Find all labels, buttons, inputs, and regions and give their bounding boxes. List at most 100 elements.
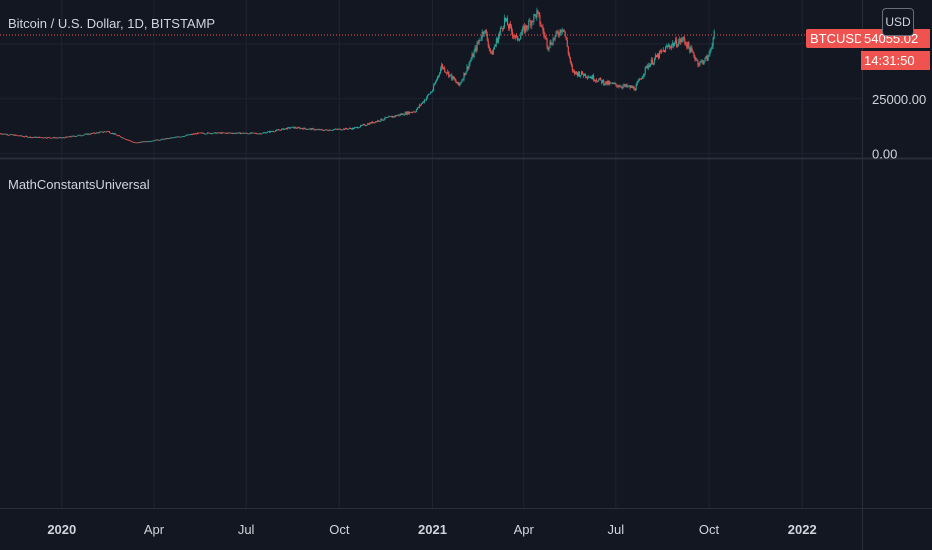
- candle-body: [91, 133, 93, 134]
- candle-body: [132, 141, 134, 143]
- candle-body: [140, 141, 142, 143]
- candle-body: [287, 127, 289, 130]
- candle-body: [643, 73, 645, 76]
- candle-body: [478, 40, 480, 43]
- candle-body: [649, 63, 651, 67]
- candle-body: [704, 57, 706, 62]
- candle-body: [114, 133, 117, 135]
- candle-body: [79, 134, 81, 136]
- candle-body: [455, 79, 457, 83]
- candle-body: [253, 132, 255, 134]
- candle-body: [674, 43, 676, 47]
- candle-body: [638, 78, 640, 81]
- candle-body: [1, 133, 3, 135]
- candle-body: [5, 134, 7, 135]
- candle-body: [354, 127, 356, 129]
- candle-body: [617, 86, 619, 88]
- candle-body: [158, 140, 160, 141]
- candle-body: [270, 131, 273, 132]
- candle-body: [429, 92, 432, 94]
- candle-body: [240, 133, 242, 134]
- candle-body: [629, 85, 631, 88]
- price-axis[interactable]: 0.00 25000.00: [872, 92, 926, 162]
- candle-body: [661, 50, 664, 52]
- candle-body: [495, 38, 497, 45]
- candle-body: [209, 132, 211, 134]
- candle-body: [44, 137, 46, 139]
- candle-body: [170, 137, 172, 139]
- indicator-title[interactable]: MathConstantsUniversal: [8, 177, 150, 192]
- candle-body: [40, 136, 42, 138]
- candle-body: [702, 60, 704, 64]
- candle-body: [412, 111, 414, 113]
- candle-body: [662, 50, 665, 51]
- candle-body: [695, 59, 697, 61]
- candle-body: [192, 133, 195, 135]
- candle-body: [63, 137, 65, 139]
- candle-body: [284, 128, 286, 130]
- candle-body: [371, 121, 373, 124]
- candle-body: [549, 41, 551, 48]
- x-tick-label-6: Jul: [608, 522, 625, 537]
- candle-body: [559, 29, 561, 36]
- candle-body: [651, 59, 653, 65]
- candle-body: [668, 45, 670, 47]
- candle-body: [175, 136, 177, 138]
- candle-body: [476, 42, 478, 51]
- candle-body: [363, 124, 365, 126]
- candle-body: [191, 134, 194, 135]
- candle-body: [331, 130, 333, 131]
- candle-body: [16, 135, 18, 137]
- candle-body: [81, 135, 83, 137]
- candle-body: [451, 74, 453, 80]
- candle-body: [529, 20, 531, 22]
- candle-body: [201, 132, 203, 134]
- candle-body: [120, 136, 122, 138]
- candle-body: [154, 139, 156, 141]
- candle-body: [23, 136, 25, 138]
- candle-body: [213, 132, 215, 134]
- candle-body: [207, 132, 209, 134]
- time-axis[interactable]: 2020 Apr Jul Oct 2021 Apr Jul Oct 2022: [47, 522, 816, 537]
- candle-body: [590, 77, 592, 78]
- candle-body: [236, 133, 238, 134]
- x-tick-label-0: 2020: [47, 522, 76, 537]
- candle-body: [211, 133, 213, 135]
- candle-body: [654, 55, 656, 59]
- candle-body: [202, 132, 204, 134]
- candle-body: [342, 128, 344, 130]
- candle-body: [681, 40, 683, 43]
- candle-body: [223, 132, 225, 134]
- candle-body: [623, 84, 625, 86]
- candle-body: [286, 128, 288, 130]
- candle-body: [564, 31, 566, 37]
- candle-body: [535, 14, 537, 18]
- candle-body: [585, 76, 588, 78]
- candle-body: [193, 133, 196, 135]
- candle-body: [166, 138, 168, 140]
- candle-body: [494, 44, 496, 47]
- candle-body: [698, 64, 700, 66]
- candle-body: [343, 128, 345, 130]
- candle-body: [446, 72, 448, 74]
- candle-body: [149, 141, 151, 143]
- candle-body: [180, 136, 182, 138]
- candle-body: [474, 47, 476, 52]
- x-tick-label-5: Apr: [514, 522, 535, 537]
- candle-body: [281, 128, 283, 131]
- candle-body: [45, 137, 47, 139]
- y-tick-label-0: 0.00: [872, 147, 897, 162]
- candle-body: [257, 133, 259, 135]
- candle-body: [259, 133, 261, 135]
- candle-body: [370, 122, 372, 124]
- candle-body: [579, 75, 582, 77]
- candle-body: [164, 138, 166, 140]
- candle-body: [712, 38, 714, 46]
- candle-body: [43, 137, 45, 139]
- currency-button[interactable]: USD: [882, 8, 914, 36]
- candle-body: [614, 83, 616, 84]
- candle-body: [353, 127, 355, 129]
- candle-body: [261, 132, 263, 134]
